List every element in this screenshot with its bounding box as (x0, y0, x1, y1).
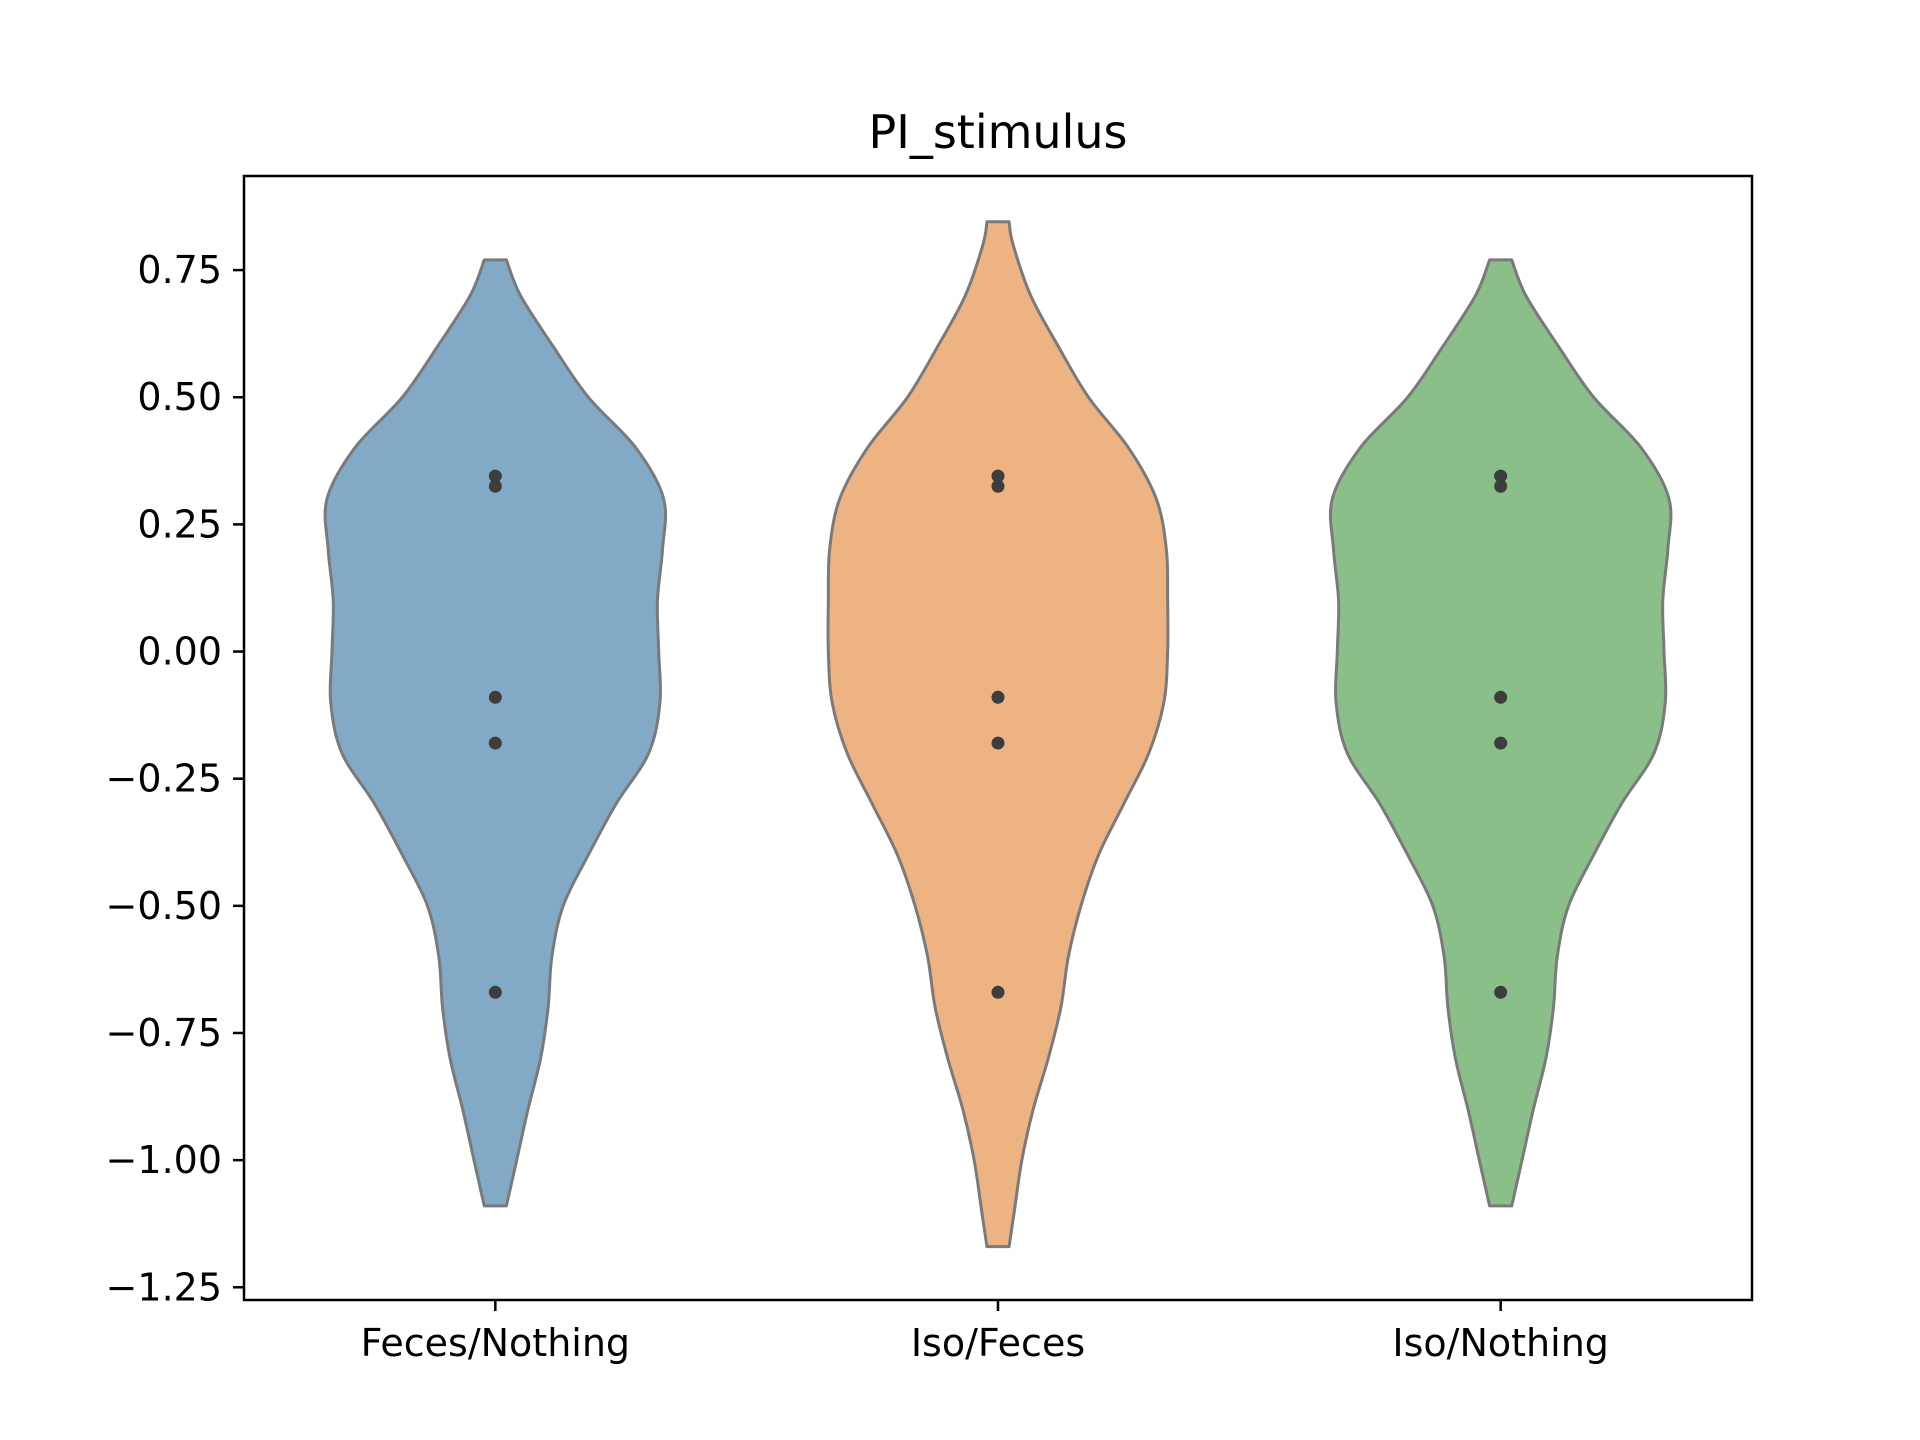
violins-layer (323, 220, 1673, 1249)
violin-body (1328, 258, 1673, 1208)
x-tick-label: Iso/Feces (911, 1321, 1085, 1365)
data-point (488, 479, 502, 493)
data-point (488, 469, 502, 483)
chart-title: PI_stimulus (869, 105, 1128, 159)
x-axis: Feces/Nothing Iso/Feces Iso/Nothing (361, 1300, 1609, 1365)
violin-body (323, 258, 668, 1208)
data-point (1494, 736, 1508, 750)
y-tick-label: 0.75 (137, 248, 222, 292)
violin-iso-nothing (1328, 258, 1673, 1208)
data-point (991, 736, 1005, 750)
data-point (488, 690, 502, 704)
violin-feces-nothing (323, 258, 668, 1208)
data-point (1494, 469, 1508, 483)
violin-body (826, 220, 1170, 1249)
data-point (1494, 985, 1508, 999)
data-point (991, 469, 1005, 483)
y-tick-label: 0.50 (137, 375, 222, 419)
y-tick-label: −1.00 (106, 1138, 222, 1182)
y-tick-label: −1.25 (106, 1265, 222, 1309)
y-tick-label: −0.75 (106, 1011, 222, 1055)
y-tick-label: −0.25 (106, 757, 222, 801)
data-point (1494, 690, 1508, 704)
plot-frame (242, 174, 1754, 1302)
data-point (991, 985, 1005, 999)
data-point (1494, 479, 1508, 493)
y-tick-label: 0.25 (137, 502, 222, 546)
y-tick-label: −0.50 (106, 884, 222, 928)
data-point (488, 985, 502, 999)
x-tick-label: Iso/Nothing (1392, 1321, 1608, 1365)
y-axis: 0.75 0.50 0.25 0.00 −0.25 −0.50 −0.75 −1.00 −1.2… (106, 248, 244, 1309)
y-tick-label: 0.00 (137, 630, 222, 674)
data-point (991, 479, 1005, 493)
data-point (991, 690, 1005, 704)
violin-iso-feces (826, 220, 1170, 1249)
data-point (488, 736, 502, 750)
x-tick-label: Feces/Nothing (361, 1321, 630, 1365)
